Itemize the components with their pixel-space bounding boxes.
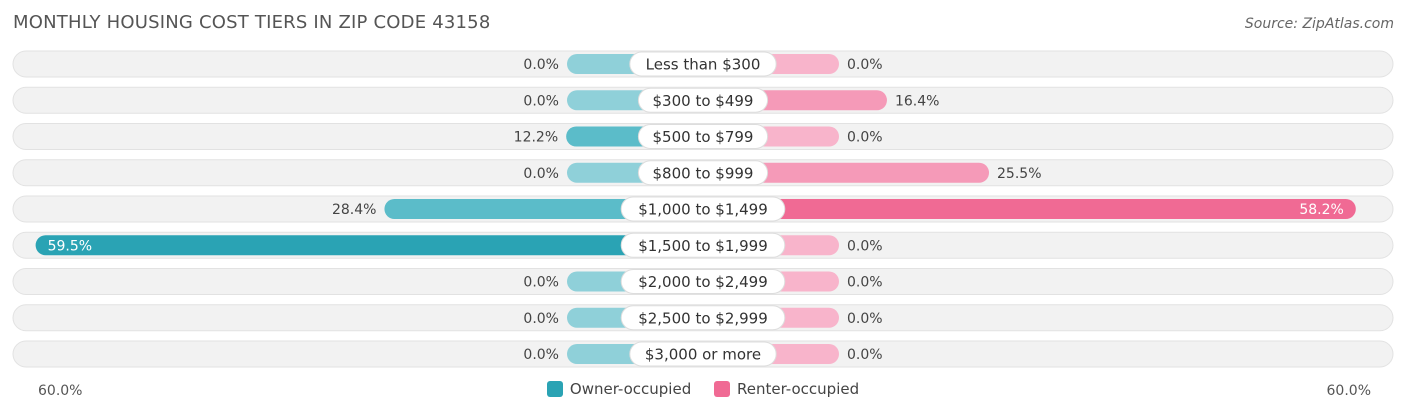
owner-bar (35, 235, 703, 256)
category-label: $2,500 to $2,999 (638, 309, 768, 327)
category-label: $2,000 to $2,499 (638, 273, 768, 291)
category-pill (629, 341, 777, 367)
owner-value-label: 28.4% (332, 202, 376, 218)
category-pill (620, 196, 786, 222)
source-label: Source: ZipAtlas.com (1244, 16, 1394, 32)
category-label: $300 to $499 (653, 92, 754, 110)
category-label: $500 to $799 (653, 128, 754, 146)
category-pill (620, 269, 786, 294)
axis-left-label: 60.0% (38, 383, 83, 399)
legend-owner-label: Owner-occupied (569, 380, 692, 398)
category-pill (637, 87, 769, 113)
owner-value-label: 12.2% (514, 130, 558, 146)
renter-value-label: 0.0% (847, 238, 883, 254)
category-pill (620, 232, 786, 258)
category-pill (637, 124, 769, 149)
renter-value-label: 0.0% (847, 311, 883, 327)
category-label: $1,000 to $1,499 (638, 201, 768, 219)
owner-value-label: 0.0% (523, 166, 559, 182)
category-label: $3,000 or more (645, 346, 761, 364)
category-label: $1,500 to $1,999 (638, 237, 768, 255)
renter-value-label: 25.5% (997, 166, 1041, 182)
renter-value-label: 58.2% (1299, 202, 1343, 218)
category-label: $800 to $999 (653, 164, 754, 182)
axis-right-label: 60.0% (1326, 383, 1371, 399)
renter-value-label: 0.0% (847, 130, 883, 146)
owner-value-label: 0.0% (523, 93, 559, 109)
renter-value-label: 0.0% (847, 347, 883, 363)
legend-owner-swatch (546, 381, 563, 397)
owner-value-label: 0.0% (523, 347, 559, 363)
renter-bar (703, 199, 1356, 219)
renter-bar (703, 162, 990, 183)
renter-value-label: 0.0% (847, 57, 883, 73)
legend-renter-swatch (714, 381, 730, 397)
owner-value-label: 0.0% (523, 311, 559, 327)
owner-value-label: 59.5% (48, 238, 92, 254)
legend-owner: Owner-occupied (546, 380, 692, 398)
category-pill (637, 160, 769, 186)
category-pill (620, 305, 786, 331)
legend: Owner-occupied Renter-occupied (0, 380, 1406, 401)
renter-value-label: 0.0% (847, 275, 883, 291)
chart-title: MONTHLY HOUSING COST TIERS IN ZIP CODE 4… (13, 12, 491, 33)
legend-renter: Renter-occupied (714, 380, 859, 398)
legend-renter-label: Renter-occupied (737, 380, 860, 398)
category-pill (629, 51, 777, 77)
renter-value-label: 16.4% (895, 93, 939, 109)
owner-value-label: 0.0% (523, 275, 559, 291)
owner-value-label: 0.0% (523, 57, 559, 73)
category-label: Less than $300 (646, 56, 761, 74)
